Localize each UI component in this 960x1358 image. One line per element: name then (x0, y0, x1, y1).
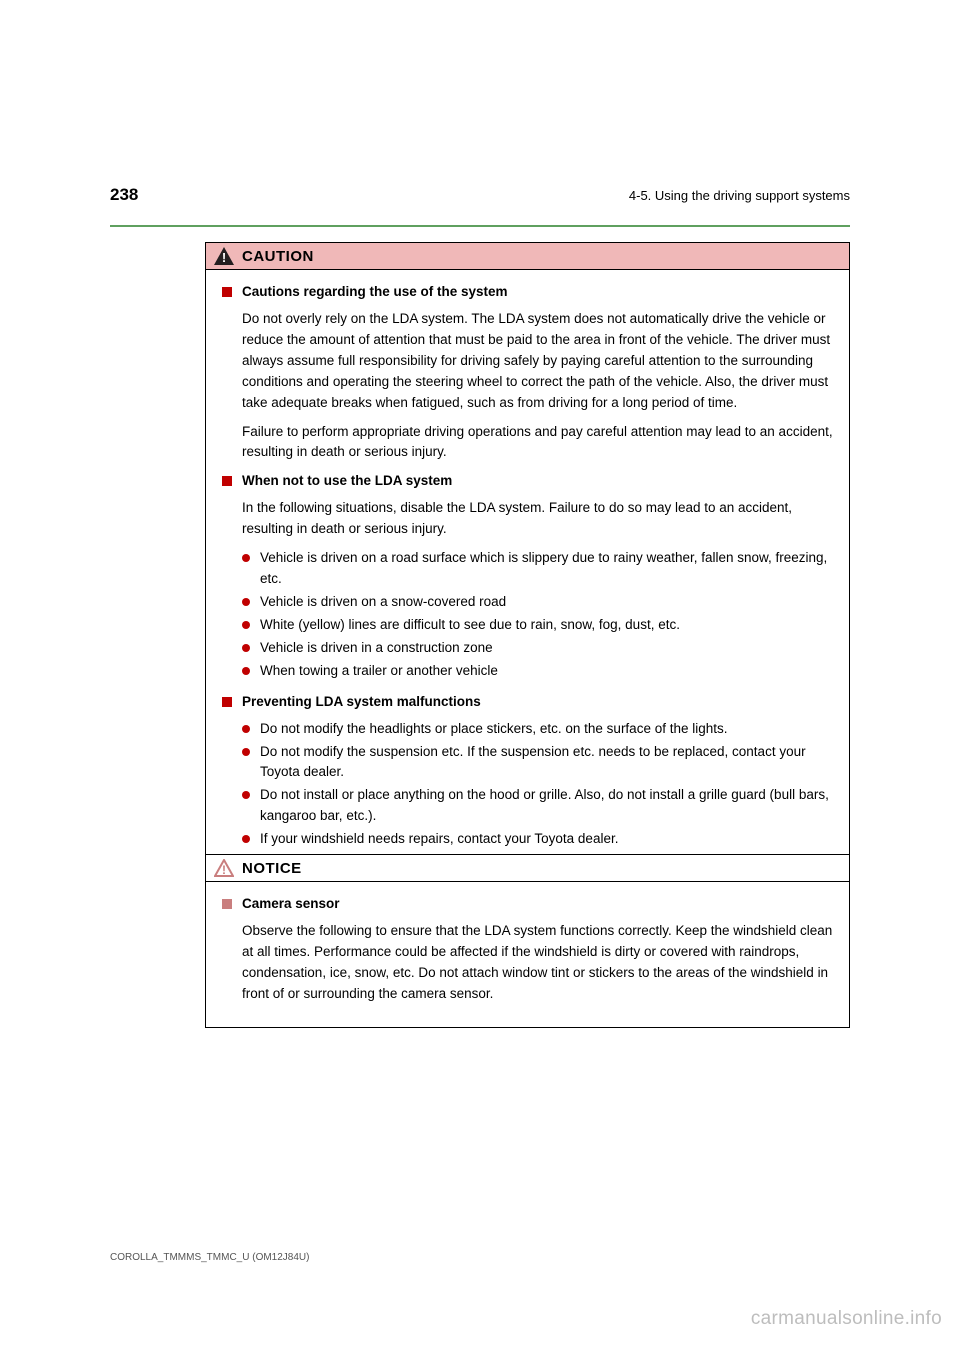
pink-square-icon (222, 899, 232, 909)
red-dot-icon (242, 644, 250, 652)
section-title: Camera sensor (242, 894, 340, 915)
red-dot-icon (242, 598, 250, 606)
red-dot-icon (242, 554, 250, 562)
caution-box: ! CAUTION Cautions regarding the use of … (205, 242, 850, 867)
section-title: Preventing LDA system malfunctions (242, 692, 481, 713)
red-square-icon (222, 287, 232, 297)
paragraph: Observe the following to ensure that the… (242, 921, 833, 1005)
paragraph: Do not overly rely on the LDA system. Th… (242, 309, 833, 414)
list-item-text: Vehicle is driven in a construction zone (260, 638, 833, 659)
notice-box: ! NOTICE Camera sensor Observe the follo… (205, 854, 850, 1028)
section-heading: Camera sensor (222, 894, 833, 915)
paragraph: In the following situations, disable the… (242, 498, 833, 540)
list-item: Do not modify the suspension etc. If the… (242, 742, 833, 784)
red-square-icon (222, 697, 232, 707)
red-dot-icon (242, 667, 250, 675)
red-dot-icon (242, 791, 250, 799)
section-heading: Cautions regarding the use of the system (222, 282, 833, 303)
caution-label: CAUTION (242, 248, 314, 265)
list-item-text: Do not modify the headlights or place st… (260, 719, 833, 740)
header-rule (110, 225, 850, 227)
caution-body: Cautions regarding the use of the system… (206, 270, 849, 866)
paragraph: Failure to perform appropriate driving o… (242, 422, 833, 464)
watermark: carmanualsonline.info (751, 1308, 942, 1330)
list-item: Do not modify the headlights or place st… (242, 719, 833, 740)
list-item: Do not install or place anything on the … (242, 785, 833, 827)
list-item-text: White (yellow) lines are difficult to se… (260, 615, 833, 636)
svg-text:!: ! (222, 863, 226, 877)
red-dot-icon (242, 748, 250, 756)
caution-header: ! CAUTION (206, 243, 849, 270)
red-square-icon (222, 476, 232, 486)
list-item-text: When towing a trailer or another vehicle (260, 661, 833, 682)
notice-body: Camera sensor Observe the following to e… (206, 882, 849, 1027)
list-item: Vehicle is driven on a road surface whic… (242, 548, 833, 590)
section-title: When not to use the LDA system (242, 471, 452, 492)
list-item-text: Do not install or place anything on the … (260, 785, 833, 827)
warning-triangle-icon: ! (214, 247, 234, 265)
list-item: White (yellow) lines are difficult to se… (242, 615, 833, 636)
list-item-text: Do not modify the suspension etc. If the… (260, 742, 833, 784)
chapter-title: 4-5. Using the driving support systems (629, 188, 850, 203)
notice-label: NOTICE (242, 860, 302, 877)
list-item: If your windshield needs repairs, contac… (242, 829, 833, 850)
section-heading: When not to use the LDA system (222, 471, 833, 492)
warning-triangle-outline-icon: ! (214, 859, 234, 877)
page-header: 238 4-5. Using the driving support syste… (110, 185, 850, 205)
version-code: COROLLA_TMMMS_TMMC_U (OM12J84U) (110, 1252, 309, 1263)
list-item-text: If your windshield needs repairs, contac… (260, 829, 833, 850)
svg-text:!: ! (222, 250, 226, 265)
red-dot-icon (242, 725, 250, 733)
manual-page: 238 4-5. Using the driving support syste… (0, 0, 960, 1358)
red-dot-icon (242, 835, 250, 843)
list-item: Vehicle is driven on a snow-covered road (242, 592, 833, 613)
list-item: Vehicle is driven in a construction zone (242, 638, 833, 659)
red-dot-icon (242, 621, 250, 629)
list-item-text: Vehicle is driven on a snow-covered road (260, 592, 833, 613)
notice-header: ! NOTICE (206, 855, 849, 882)
page-number: 238 (110, 185, 138, 205)
list-item-text: Vehicle is driven on a road surface whic… (260, 548, 833, 590)
section-title: Cautions regarding the use of the system (242, 282, 508, 303)
section-heading: Preventing LDA system malfunctions (222, 692, 833, 713)
list-item: When towing a trailer or another vehicle (242, 661, 833, 682)
